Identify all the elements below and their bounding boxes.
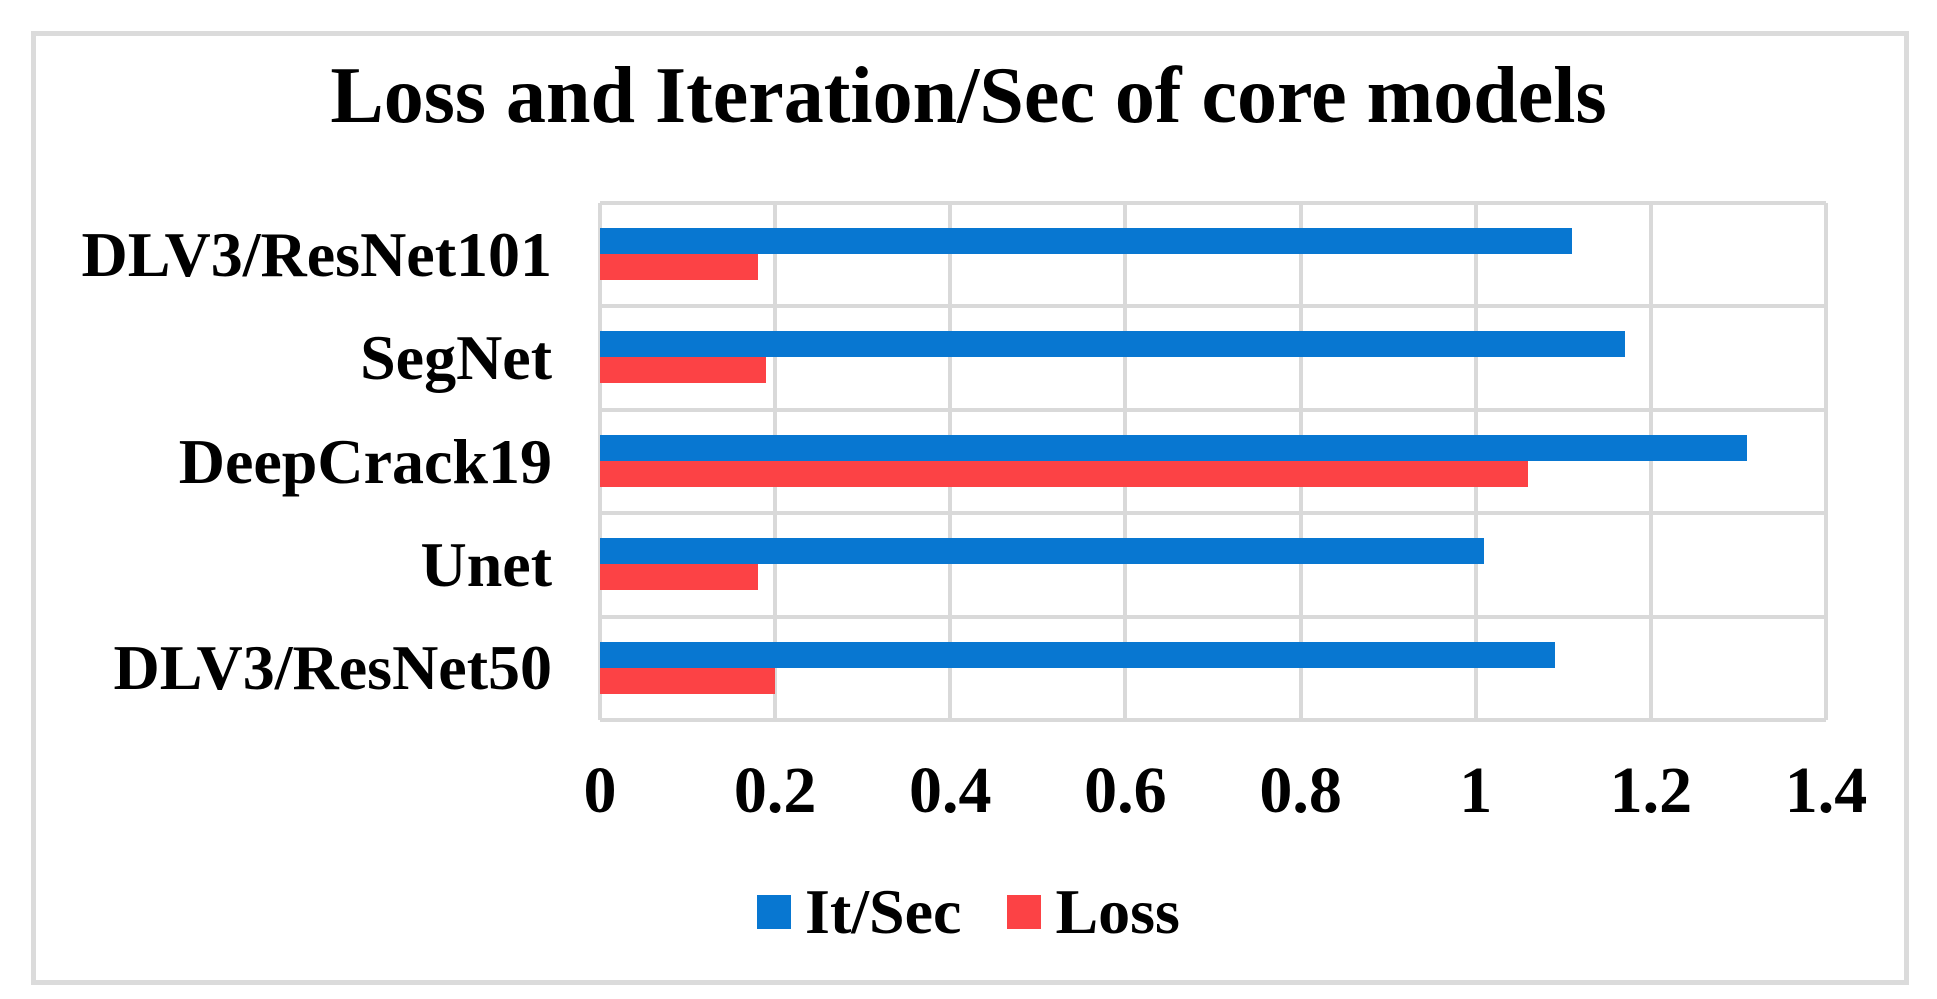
category-label: SegNet xyxy=(360,322,552,394)
horizontal-gridline xyxy=(600,718,1826,722)
legend-item: It/Sec xyxy=(757,880,961,944)
legend-label: Loss xyxy=(1055,876,1180,947)
horizontal-gridline xyxy=(600,304,1826,309)
bar-loss xyxy=(600,564,758,591)
bar-it-sec xyxy=(600,228,1573,254)
category-label: DeepCrack19 xyxy=(178,425,552,497)
bar-it-sec xyxy=(600,641,1555,668)
horizontal-gridline xyxy=(600,407,1826,412)
category-label: DLV3/ResNet101 xyxy=(81,218,553,290)
horizontal-gridline xyxy=(600,511,1826,516)
horizontal-gridline xyxy=(600,614,1826,619)
category-axis: DLV3/ResNet101 SegNet DeepCrack19 Unet DLV3/… xyxy=(30,0,553,999)
bar-loss xyxy=(600,254,758,280)
bar-loss xyxy=(600,460,1529,487)
plot-area xyxy=(598,201,1828,722)
bar-it-sec xyxy=(600,331,1625,358)
vertical-gridline xyxy=(1824,203,1828,720)
bar-loss xyxy=(600,357,767,384)
category-label: Unet xyxy=(420,528,552,600)
horizontal-gridline xyxy=(600,201,1826,205)
chart-outer-border xyxy=(31,31,1909,985)
chart-title: Loss and Iteration/Sec of core models xyxy=(330,52,1607,140)
legend: It/Sec Loss xyxy=(0,880,1937,944)
bar-it-sec xyxy=(600,434,1748,461)
legend-item: Loss xyxy=(1007,880,1180,944)
vertical-gridline xyxy=(1648,203,1653,720)
category-label: DLV3/ResNet50 xyxy=(113,632,553,704)
legend-label: It/Sec xyxy=(805,876,962,947)
bar-loss xyxy=(600,667,776,694)
bar-it-sec xyxy=(600,538,1485,565)
legend-swatch-icon xyxy=(1007,895,1042,929)
legend-swatch-icon xyxy=(757,895,792,929)
